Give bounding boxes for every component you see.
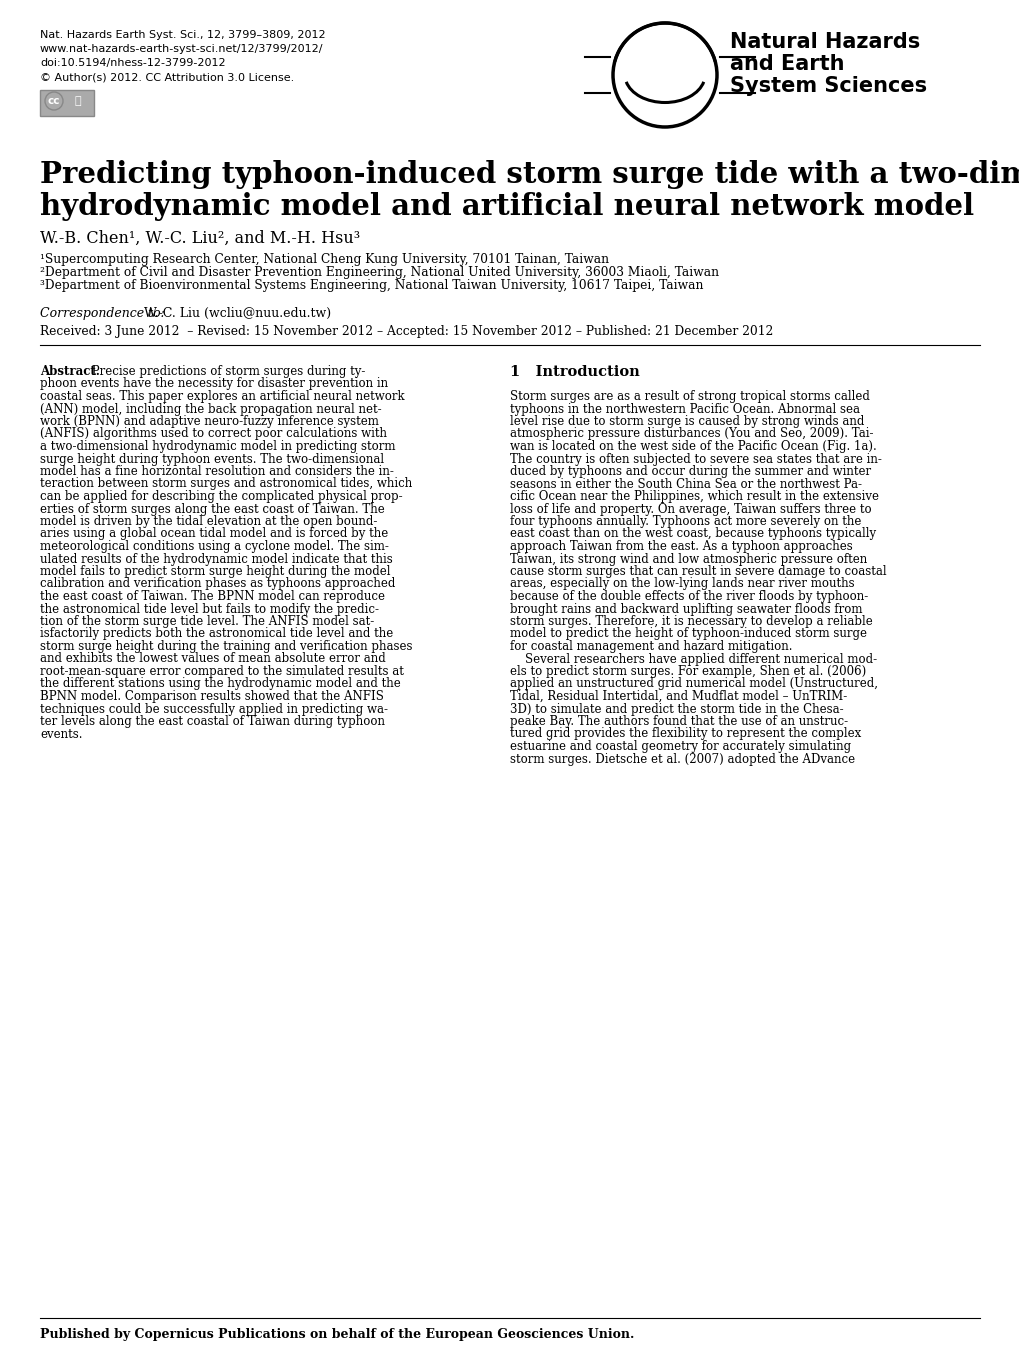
Text: teraction between storm surges and astronomical tides, which: teraction between storm surges and astro… [40,477,412,491]
Text: root-mean-square error compared to the simulated results at: root-mean-square error compared to the s… [40,664,404,678]
Text: because of the double effects of the river floods by typhoon-: because of the double effects of the riv… [510,590,867,603]
Text: can be applied for describing the complicated physical prop-: can be applied for describing the compli… [40,490,403,503]
Text: 1   Introduction: 1 Introduction [510,364,639,379]
Text: areas, especially on the low-lying lands near river mouths: areas, especially on the low-lying lands… [510,577,854,590]
Text: a two-dimensional hydrodynamic model in predicting storm: a two-dimensional hydrodynamic model in … [40,440,395,453]
Text: events.: events. [40,728,83,741]
Circle shape [612,23,716,126]
Text: els to predict storm surges. For example, Shen et al. (2006): els to predict storm surges. For example… [510,664,865,678]
Text: storm surges. Therefore, it is necessary to develop a reliable: storm surges. Therefore, it is necessary… [510,615,872,628]
Text: W.-B. Chen¹, W.-C. Liu², and M.-H. Hsu³: W.-B. Chen¹, W.-C. Liu², and M.-H. Hsu³ [40,230,360,247]
Text: model to predict the height of typhoon-induced storm surge: model to predict the height of typhoon-i… [510,628,866,640]
Text: east coast than on the west coast, because typhoons typically: east coast than on the west coast, becau… [510,527,875,541]
Text: The country is often subjected to severe sea states that are in-: The country is often subjected to severe… [510,452,881,465]
Text: Tidal, Residual Intertidal, and Mudflat model – UnTRIM-: Tidal, Residual Intertidal, and Mudflat … [510,690,847,703]
Text: ²Department of Civil and Disaster Prevention Engineering, National United Univer: ²Department of Civil and Disaster Preven… [40,266,718,278]
Text: 3D) to simulate and predict the storm tide in the Chesa-: 3D) to simulate and predict the storm ti… [510,702,843,716]
Text: work (BPNN) and adaptive neuro-fuzzy inference system: work (BPNN) and adaptive neuro-fuzzy inf… [40,416,378,428]
Text: model has a fine horizontal resolution and considers the in-: model has a fine horizontal resolution a… [40,465,393,477]
Text: Received: 3 June 2012  – Revised: 15 November 2012 – Accepted: 15 November 2012 : Received: 3 June 2012 – Revised: 15 Nove… [40,325,772,338]
Text: atmospheric pressure disturbances (You and Seo, 2009). Tai-: atmospheric pressure disturbances (You a… [510,428,872,441]
Text: meteorological conditions using a cyclone model. The sim-: meteorological conditions using a cyclon… [40,539,388,553]
Text: techniques could be successfully applied in predicting wa-: techniques could be successfully applied… [40,702,387,716]
Text: Abstract.: Abstract. [40,364,100,378]
Text: aries using a global ocean tidal model and is forced by the: aries using a global ocean tidal model a… [40,527,388,541]
Text: ulated results of the hydrodynamic model indicate that this: ulated results of the hydrodynamic model… [40,553,392,565]
Text: for coastal management and hazard mitigation.: for coastal management and hazard mitiga… [510,640,792,654]
Text: calibration and verification phases as typhoons approached: calibration and verification phases as t… [40,577,395,590]
Text: seasons in either the South China Sea or the northwest Pa-: seasons in either the South China Sea or… [510,477,861,491]
Text: Published by Copernicus Publications on behalf of the European Geosciences Union: Published by Copernicus Publications on … [40,1328,634,1341]
Text: four typhoons annually. Typhoons act more severely on the: four typhoons annually. Typhoons act mor… [510,515,860,529]
Text: model is driven by the tidal elevation at the open bound-: model is driven by the tidal elevation a… [40,515,377,529]
Text: wan is located on the west side of the Pacific Ocean (Fig. 1a).: wan is located on the west side of the P… [510,440,876,453]
Text: doi:10.5194/nhess-12-3799-2012: doi:10.5194/nhess-12-3799-2012 [40,58,225,69]
Text: ¹Supercomputing Research Center, National Cheng Kung University, 70101 Tainan, T: ¹Supercomputing Research Center, Nationa… [40,253,608,266]
Text: cause storm surges that can result in severe damage to coastal: cause storm surges that can result in se… [510,565,886,578]
Text: erties of storm surges along the east coast of Taiwan. The: erties of storm surges along the east co… [40,503,384,515]
Text: ter levels along the east coastal of Taiwan during typhoon: ter levels along the east coastal of Tai… [40,716,384,728]
Text: the astronomical tide level but fails to modify the predic-: the astronomical tide level but fails to… [40,603,379,616]
Text: applied an unstructured grid numerical model (Unstructured,: applied an unstructured grid numerical m… [510,678,877,690]
Text: cific Ocean near the Philippines, which result in the extensive: cific Ocean near the Philippines, which … [510,490,878,503]
Text: BPNN model. Comparison results showed that the ANFIS: BPNN model. Comparison results showed th… [40,690,383,703]
Text: ⓑ: ⓑ [74,95,82,106]
Text: ³Department of Bioenvironmental Systems Engineering, National Taiwan University,: ³Department of Bioenvironmental Systems … [40,278,703,292]
Text: model fails to predict storm surge height during the model: model fails to predict storm surge heigh… [40,565,390,578]
Text: the east coast of Taiwan. The BPNN model can reproduce: the east coast of Taiwan. The BPNN model… [40,590,384,603]
Text: www.nat-hazards-earth-syst-sci.net/12/3799/2012/: www.nat-hazards-earth-syst-sci.net/12/37… [40,44,323,54]
Text: approach Taiwan from the east. As a typhoon approaches: approach Taiwan from the east. As a typh… [510,539,852,553]
Text: Predicting typhoon-induced storm surge tide with a two-dimensional: Predicting typhoon-induced storm surge t… [40,160,1019,190]
Text: (ANN) model, including the back propagation neural net-: (ANN) model, including the back propagat… [40,402,381,416]
Text: Correspondence to:: Correspondence to: [40,307,165,320]
Text: typhoons in the northwestern Pacific Ocean. Abnormal sea: typhoons in the northwestern Pacific Oce… [510,402,859,416]
Text: phoon events have the necessity for disaster prevention in: phoon events have the necessity for disa… [40,378,388,390]
Text: Several researchers have applied different numerical mod-: Several researchers have applied differe… [510,652,876,666]
Text: and Earth: and Earth [730,54,844,74]
Text: Precise predictions of storm surges during ty-: Precise predictions of storm surges duri… [88,364,365,378]
Text: peake Bay. The authors found that the use of an unstruc-: peake Bay. The authors found that the us… [510,716,847,728]
Text: estuarine and coastal geometry for accurately simulating: estuarine and coastal geometry for accur… [510,740,850,753]
Text: and exhibits the lowest values of mean absolute error and: and exhibits the lowest values of mean a… [40,652,385,666]
Text: storm surge height during the training and verification phases: storm surge height during the training a… [40,640,412,654]
Text: © Author(s) 2012. CC Attribution 3.0 License.: © Author(s) 2012. CC Attribution 3.0 Lic… [40,73,293,82]
Text: tion of the storm surge tide level. The ANFIS model sat-: tion of the storm surge tide level. The … [40,615,374,628]
Text: hydrodynamic model and artificial neural network model: hydrodynamic model and artificial neural… [40,192,973,221]
Text: System Sciences: System Sciences [730,77,926,95]
Text: brought rains and backward uplifting seawater floods from: brought rains and backward uplifting sea… [510,603,862,616]
Text: Nat. Hazards Earth Syst. Sci., 12, 3799–3809, 2012: Nat. Hazards Earth Syst. Sci., 12, 3799–… [40,30,325,40]
Text: duced by typhoons and occur during the summer and winter: duced by typhoons and occur during the s… [510,465,870,477]
Text: tured grid provides the flexibility to represent the complex: tured grid provides the flexibility to r… [510,728,860,741]
Text: cc: cc [48,95,60,106]
Text: isfactorily predicts both the astronomical tide level and the: isfactorily predicts both the astronomic… [40,628,393,640]
Text: W.-C. Liu (wcliu@nuu.edu.tw): W.-C. Liu (wcliu@nuu.edu.tw) [140,307,331,320]
Text: Taiwan, its strong wind and low atmospheric pressure often: Taiwan, its strong wind and low atmosphe… [510,553,866,565]
Text: the different stations using the hydrodynamic model and the: the different stations using the hydrody… [40,678,400,690]
Text: Natural Hazards: Natural Hazards [730,32,919,52]
Text: loss of life and property. On average, Taiwan suffers three to: loss of life and property. On average, T… [510,503,871,515]
Text: coastal seas. This paper explores an artificial neural network: coastal seas. This paper explores an art… [40,390,405,403]
FancyBboxPatch shape [40,90,94,116]
Text: storm surges. Dietsche et al. (2007) adopted the ADvance: storm surges. Dietsche et al. (2007) ado… [510,752,854,765]
Text: (ANFIS) algorithms used to correct poor calculations with: (ANFIS) algorithms used to correct poor … [40,428,386,441]
Text: surge height during typhoon events. The two-dimensional: surge height during typhoon events. The … [40,452,384,465]
Text: level rise due to storm surge is caused by strong winds and: level rise due to storm surge is caused … [510,416,863,428]
Text: Storm surges are as a result of strong tropical storms called: Storm surges are as a result of strong t… [510,390,869,403]
